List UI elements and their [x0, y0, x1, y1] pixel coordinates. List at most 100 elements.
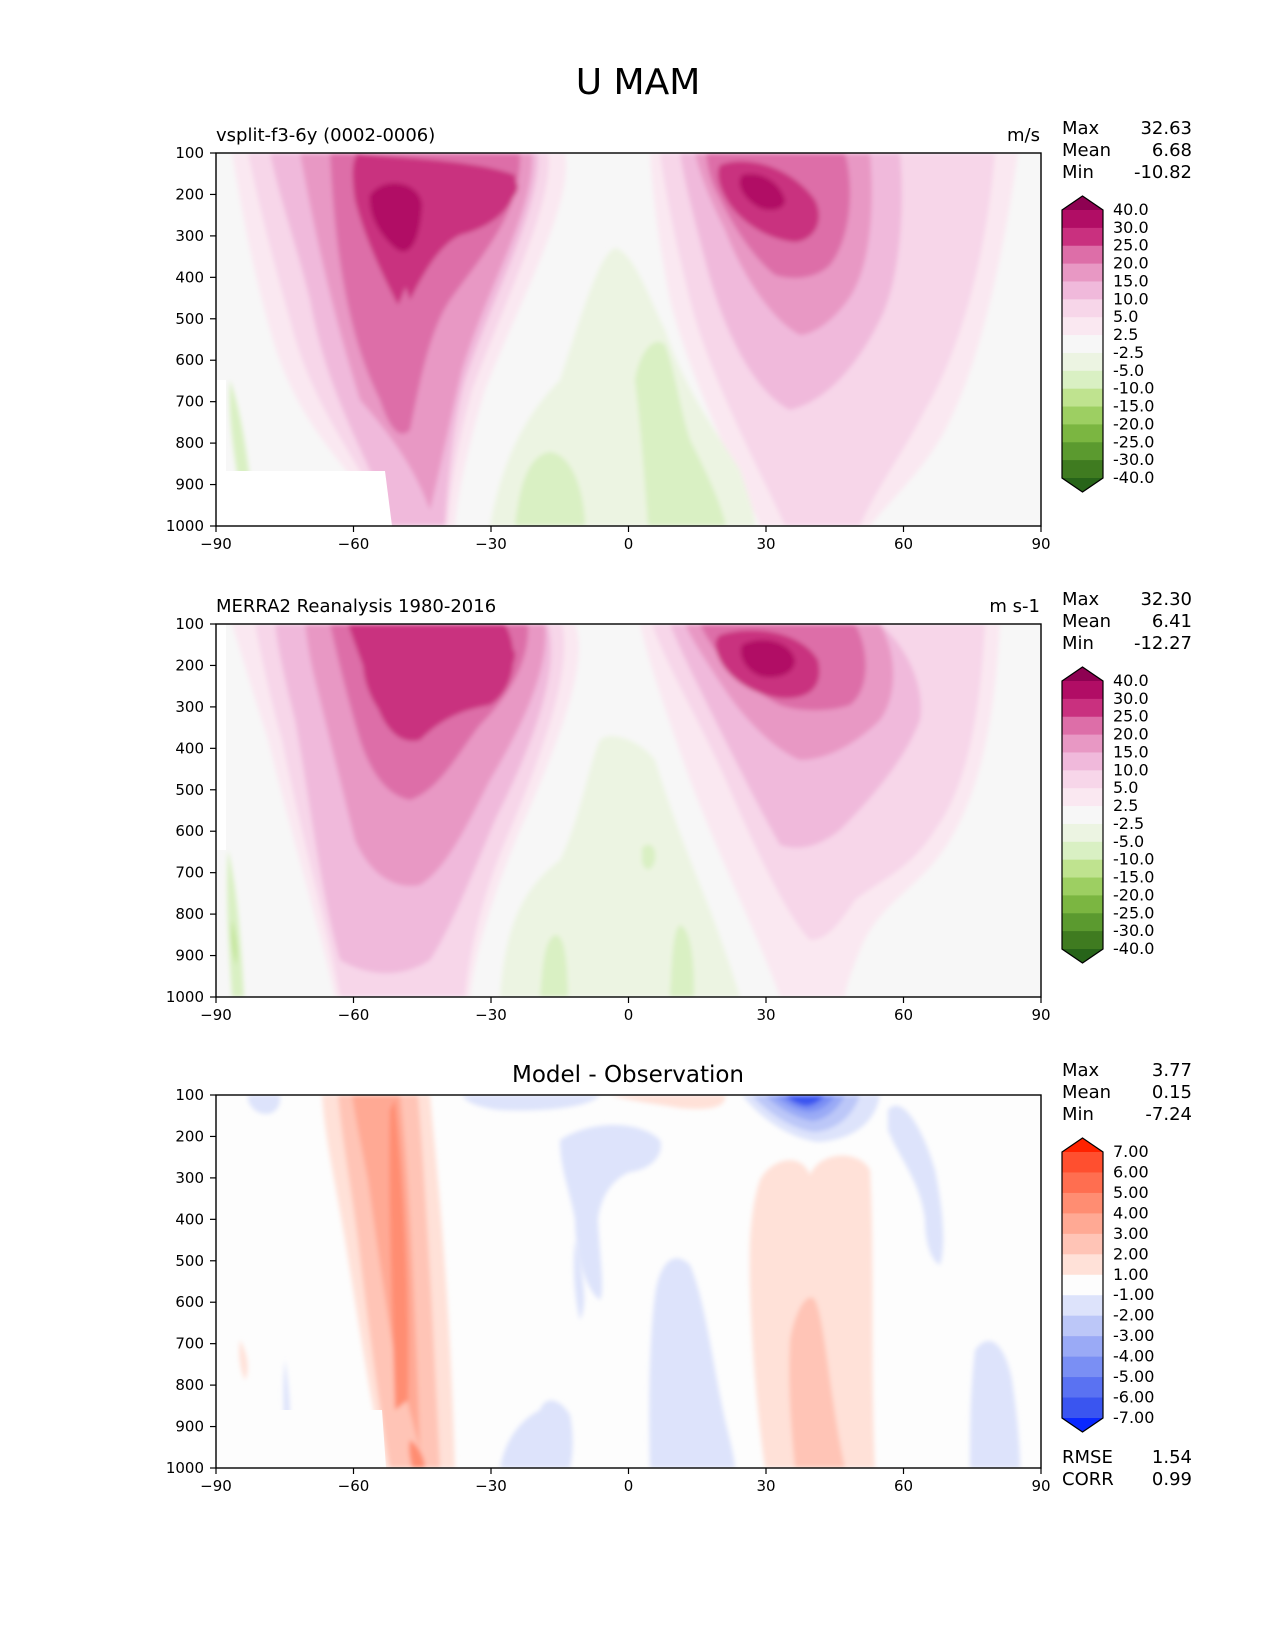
y-tick-label: 800: [175, 905, 204, 923]
colorbar-segment: [1062, 370, 1103, 390]
contour-sh-pos-low: [409, 1440, 425, 1468]
colorbar-segment: [1062, 931, 1103, 950]
colorbar-segment: [1062, 913, 1103, 932]
topography-mask-edge: [216, 380, 226, 526]
x-tick-label: 90: [1031, 535, 1050, 553]
stat-value: -10.82: [1134, 162, 1192, 183]
contour-neg-far-ne: [970, 1341, 1020, 1468]
colorbar-segment: [1062, 352, 1103, 372]
colorbar-label: 2.00: [1113, 1244, 1149, 1263]
colorbar-segment: [1062, 1315, 1103, 1337]
colorbar-segment: [1062, 227, 1103, 247]
contour-core-neg5: [785, 1095, 825, 1106]
colorbar-segment: [1062, 806, 1103, 825]
colorbar-label: 2.5: [1113, 796, 1138, 815]
colorbar-label: 40.0: [1113, 200, 1149, 219]
contour-nh-30: [739, 173, 785, 210]
stat-value: 0.15: [1152, 1082, 1192, 1103]
colorbar-label: 5.00: [1113, 1183, 1149, 1202]
contour-antarctic-neg: [229, 380, 250, 480]
colorbar-segment: [1062, 424, 1103, 443]
colorbar-extension-bottom: [1062, 478, 1103, 492]
y-tick-label: 600: [175, 822, 204, 840]
contour-neg-sw: [500, 1400, 573, 1468]
y-tick-label: 200: [175, 656, 204, 674]
contour-trop-neg5-west: [540, 935, 568, 997]
y-tick-label: 700: [175, 393, 204, 411]
colorbar-label: 40.0: [1113, 671, 1149, 690]
contour-neg-ne: [888, 1105, 944, 1265]
panel-obs-units: m s-1: [989, 596, 1040, 617]
colorbar-segment: [1062, 263, 1103, 282]
colorbar-label: 25.0: [1113, 707, 1149, 726]
contour-neg-top-pos: [610, 1095, 726, 1109]
colorbar-segment: [1062, 460, 1103, 479]
y-tick-label: 600: [175, 351, 204, 369]
contour-neg-mid: [560, 1125, 661, 1300]
contour-antarctic-neg5: [231, 920, 237, 965]
colorbar-label: -2.00: [1113, 1306, 1154, 1325]
y-tick-label: 300: [175, 227, 204, 245]
x-tick-label: −90: [200, 535, 232, 553]
panel-diff-title: Model - Observation: [512, 1062, 744, 1088]
colorbar-label: 5.0: [1113, 307, 1138, 326]
colorbar-segment: [1062, 245, 1103, 265]
colorbar-label: -10.0: [1113, 850, 1154, 869]
colorbar-label: 2.5: [1113, 325, 1138, 344]
x-tick-label: −90: [200, 1477, 232, 1495]
panel-diff: Model - Observation: [166, 1060, 1192, 1495]
colorbar-label: -4.00: [1113, 1347, 1154, 1366]
colorbar-segment: [1062, 877, 1103, 896]
y-tick-label: 300: [175, 698, 204, 716]
stat-label: RMSE: [1062, 1447, 1113, 1468]
stat-value: 32.30: [1140, 589, 1192, 610]
topography-mask-edge: [216, 624, 226, 850]
stat-label: Max: [1062, 118, 1100, 139]
colorbar-segment: [1062, 1254, 1103, 1276]
y-tick-label: 700: [175, 1335, 204, 1353]
contour-neg-center: [649, 1258, 735, 1468]
colorbar-segment: [1062, 1152, 1103, 1173]
colorbar-outline: [1061, 666, 1104, 964]
colorbar-label: -6.00: [1113, 1388, 1154, 1407]
topography-mask: [216, 1410, 386, 1468]
panel-model-units: m/s: [1007, 125, 1040, 146]
panel-diff-axes: −90 −60 −30 0 30 60 90 100 200 300 400 500 600 700 800…: [166, 1086, 1051, 1495]
x-tick-label: 30: [756, 1477, 775, 1495]
panel-obs: MERRA2 Reanalysis 1980-2016 m s-1: [166, 589, 1192, 1024]
colorbar-segment: [1062, 1233, 1103, 1255]
colorbar-segment: [1062, 210, 1103, 229]
colorbar-segment: [1062, 335, 1103, 354]
panel-model-subtitle: vsplit-f3-6y (0002-0006): [216, 125, 435, 146]
colorbar-segment: [1062, 1397, 1103, 1419]
colorbar-segment: [1062, 1336, 1103, 1358]
contour-trop-neg5-east: [670, 925, 695, 997]
colorbar-label: -25.0: [1113, 432, 1154, 451]
colorbar-segment: [1062, 1213, 1103, 1235]
x-tick-label: 60: [894, 535, 913, 553]
panel-model-axes: −90 −60 −30 0 30 60 90 100 200 300 400 500 600 700 800…: [166, 144, 1051, 553]
colorbar-segment: [1062, 734, 1103, 753]
x-tick-label: 0: [624, 1477, 634, 1495]
colorbar-segment: [1062, 823, 1103, 843]
colorbar-extension-top: [1062, 667, 1103, 681]
y-tick-label: 100: [175, 615, 204, 633]
colorbar-outline: [1061, 195, 1104, 493]
contour-nh-30: [740, 640, 795, 678]
colorbar-label: 15.0: [1113, 742, 1149, 761]
contour-nh-pos2: [789, 1297, 845, 1468]
x-tick-label: −60: [338, 1006, 370, 1024]
x-tick-label: −60: [338, 535, 370, 553]
colorbar-segment: [1062, 317, 1103, 336]
contour-neg-mid-low: [573, 1240, 585, 1320]
colorbar-label: -5.0: [1113, 361, 1144, 380]
stat-value: 1.54: [1152, 1447, 1192, 1468]
y-tick-label: 100: [175, 144, 204, 162]
colorbar-label: -20.0: [1113, 414, 1154, 433]
colorbar-label: -10.0: [1113, 379, 1154, 398]
stat-value: 32.63: [1140, 118, 1192, 139]
panel-obs-stats: Max 32.30 Mean 6.41 Min -12.27: [1062, 589, 1192, 654]
x-tick-label: −30: [475, 1006, 507, 1024]
colorbar-segment: [1062, 1172, 1103, 1194]
colorbar-label: 1.00: [1113, 1265, 1149, 1284]
